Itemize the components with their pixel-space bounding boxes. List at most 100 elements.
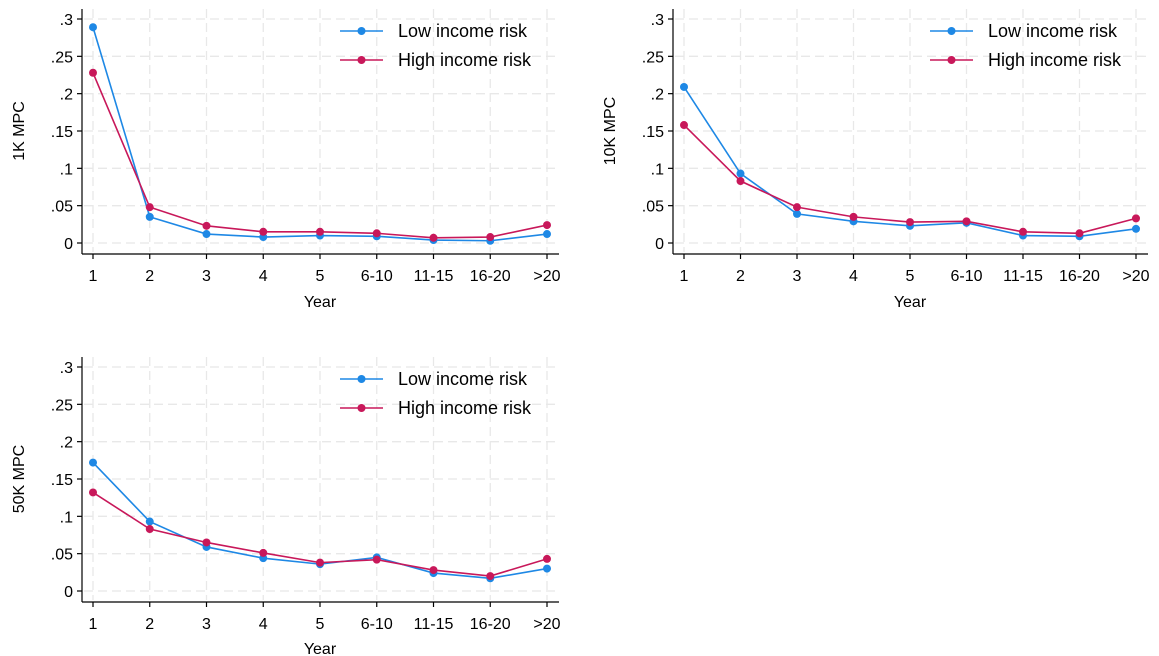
x-axis-label: Year xyxy=(304,294,337,311)
y-tick-label: .05 xyxy=(51,199,73,216)
legend-label: Low income risk xyxy=(398,369,528,389)
data-point xyxy=(1132,214,1140,223)
y-tick-label: 0 xyxy=(655,236,664,253)
y-axis-label: 1K MPC xyxy=(11,101,28,161)
data-point xyxy=(145,212,154,221)
data-point xyxy=(89,458,97,467)
data-point xyxy=(429,233,438,242)
y-tick-label: .3 xyxy=(60,12,73,29)
grid-lines xyxy=(84,9,559,252)
x-tick-label: 6-10 xyxy=(361,268,393,285)
y-tick-label: 0 xyxy=(64,236,73,253)
chart-panel-3: .3 .25 .2 .15 .1 .05 01 2 3 4 5 6-10 11-15 16-20 >20 Ye… xyxy=(11,357,561,656)
x-tick-label: 3 xyxy=(202,268,211,285)
chart-panel-1: .3 .25 .2 .15 .1 .05 01 2 3 4 5 6-10 11-15 16-20 >20 Ye… xyxy=(11,9,561,311)
data-point xyxy=(736,169,745,178)
y-tick-label: .15 xyxy=(642,124,664,141)
x-tick-label: 4 xyxy=(259,268,268,285)
x-tick-label: 1 xyxy=(89,268,98,285)
legend-marker xyxy=(357,404,366,412)
legend-label: High income risk xyxy=(988,50,1122,70)
data-point xyxy=(202,538,211,547)
data-point xyxy=(906,218,914,227)
data-point xyxy=(543,554,551,563)
grid-lines xyxy=(675,9,1148,252)
data-point xyxy=(1075,229,1084,238)
y-tick-label: .15 xyxy=(51,124,73,141)
y-axis-label: 50K MPC xyxy=(11,445,28,513)
data-point xyxy=(89,23,97,32)
y-tick-label: .25 xyxy=(51,397,73,414)
x-axis-label: Year xyxy=(304,641,337,656)
data-point xyxy=(259,548,268,557)
y-tick-label: .1 xyxy=(60,161,73,178)
series-high-income-risk xyxy=(89,68,551,242)
x-tick-label: 3 xyxy=(202,616,211,633)
data-point xyxy=(1132,224,1140,233)
x-tick-label: 4 xyxy=(849,268,858,285)
data-point xyxy=(849,212,858,221)
data-point xyxy=(89,68,97,77)
x-tick-label: 6-10 xyxy=(361,616,393,633)
data-point xyxy=(680,82,688,91)
data-point xyxy=(429,566,438,575)
y-axis-label: 10K MPC xyxy=(602,97,619,165)
data-point xyxy=(962,217,971,226)
y-tick-label: .3 xyxy=(60,360,73,377)
data-point xyxy=(372,555,381,564)
data-point xyxy=(145,517,154,526)
x-tick-label: >20 xyxy=(533,616,560,633)
x-tick-label: 2 xyxy=(145,616,154,633)
data-point xyxy=(543,221,551,230)
y-tick-label: 0 xyxy=(64,584,73,601)
data-point xyxy=(89,488,97,497)
data-point xyxy=(486,572,495,581)
data-point xyxy=(1019,227,1027,236)
x-tick-label: 11-15 xyxy=(1003,268,1043,285)
y-tick-label: .1 xyxy=(60,509,73,526)
data-point xyxy=(486,233,495,242)
legend-label: High income risk xyxy=(398,398,532,418)
x-tick-label: 2 xyxy=(736,268,745,285)
data-point xyxy=(145,203,154,212)
x-tick-label: 11-15 xyxy=(414,268,454,285)
series-high-income-risk xyxy=(89,488,551,581)
y-tick-label: .05 xyxy=(51,547,73,564)
legend-label: Low income risk xyxy=(398,21,528,41)
legend-marker xyxy=(357,375,366,383)
data-point xyxy=(316,558,324,567)
y-tick-label: .05 xyxy=(642,199,664,216)
data-point xyxy=(202,221,211,230)
legend: Low income risk High income risk xyxy=(930,21,1122,70)
series-high-income-risk xyxy=(680,121,1140,238)
legend: Low income risk High income risk xyxy=(340,369,532,418)
legend-label: High income risk xyxy=(398,50,532,70)
data-point xyxy=(793,203,801,212)
legend: Low income risk High income risk xyxy=(340,21,532,70)
y-tick-label: .2 xyxy=(60,435,73,452)
legend-marker xyxy=(947,27,956,35)
x-tick-label: 5 xyxy=(906,268,915,285)
x-tick-label: 16-20 xyxy=(470,268,511,285)
x-tick-label: 16-20 xyxy=(1059,268,1100,285)
x-tick-label: 1 xyxy=(89,616,98,633)
legend-marker xyxy=(357,56,366,64)
data-point xyxy=(736,177,745,186)
x-axis-label: Year xyxy=(894,294,927,311)
data-point xyxy=(145,525,154,534)
data-point xyxy=(259,227,268,236)
series-low-income-risk xyxy=(680,82,1140,241)
chart-panel-2: .3 .25 .2 .15 .1 .05 01 2 3 4 5 6-10 11-15 16-20 >20 Ye… xyxy=(602,9,1150,311)
x-tick-label: 11-15 xyxy=(414,616,454,633)
data-point xyxy=(372,229,381,238)
y-tick-label: .1 xyxy=(651,161,664,178)
x-tick-label: 1 xyxy=(680,268,689,285)
x-tick-label: 4 xyxy=(259,616,268,633)
x-tick-label: 6-10 xyxy=(950,268,982,285)
data-point xyxy=(316,227,324,236)
y-tick-label: .2 xyxy=(651,87,664,104)
x-tick-label: >20 xyxy=(1122,268,1149,285)
y-tick-label: .15 xyxy=(51,472,73,489)
x-tick-label: >20 xyxy=(533,268,560,285)
